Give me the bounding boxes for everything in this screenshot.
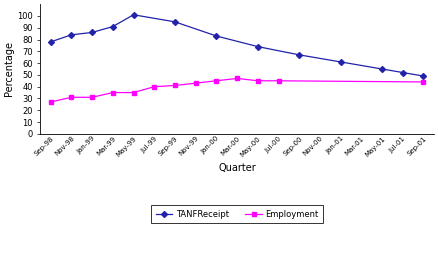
Employment (89, 96, 95, 99)
TANFReceipt (379, 67, 385, 70)
Line: TANFReceipt: TANFReceipt (49, 13, 426, 78)
X-axis label: Quarter: Quarter (218, 163, 256, 173)
TANFReceipt (421, 74, 426, 78)
Employment (193, 82, 198, 85)
TANFReceipt (89, 31, 95, 34)
TANFReceipt (338, 60, 343, 64)
Legend: TANFReceipt, Employment: TANFReceipt, Employment (152, 205, 323, 223)
TANFReceipt (110, 25, 116, 28)
Employment (69, 96, 74, 99)
TANFReceipt (400, 71, 406, 74)
Employment (131, 91, 136, 94)
TANFReceipt (172, 20, 177, 23)
Employment (255, 79, 261, 82)
TANFReceipt (297, 53, 302, 56)
Y-axis label: Percentage: Percentage (4, 41, 14, 97)
Employment (110, 91, 116, 94)
Employment (234, 77, 240, 80)
TANFReceipt (214, 34, 219, 38)
Employment (152, 85, 157, 88)
TANFReceipt (131, 13, 136, 16)
Line: Employment: Employment (49, 76, 426, 104)
TANFReceipt (69, 33, 74, 36)
TANFReceipt (48, 40, 53, 43)
Employment (421, 80, 426, 84)
Employment (276, 79, 281, 82)
Employment (48, 100, 53, 103)
Employment (214, 79, 219, 82)
TANFReceipt (255, 45, 261, 48)
Employment (172, 84, 177, 87)
